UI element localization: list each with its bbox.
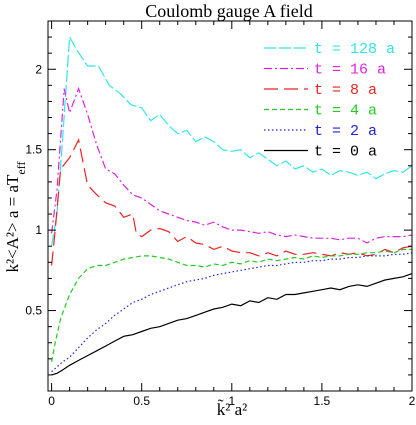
- y-tick-label: 0.5: [25, 304, 42, 318]
- svg-text:k²<A²> a = aTeff: k²<A²> a = aTeff: [3, 161, 28, 272]
- legend-label-4: t = 2 a: [314, 123, 377, 140]
- legend-label-1: t = 16 a: [314, 62, 386, 79]
- x-tick-label: 0.5: [133, 394, 150, 408]
- legend: t = 128 a t = 16 a t = 8 a t = 4 a t = 2 a t …: [264, 41, 395, 161]
- series-line-3: [51, 248, 412, 363]
- x-tick-label: 0: [48, 394, 55, 408]
- ticks-layer: 0 0.5 1 1.5 2 0.5 1 1.5 2: [25, 21, 416, 408]
- plot-frame: [47, 20, 413, 392]
- series-line-4: [51, 252, 413, 373]
- series-line-0: [51, 35, 413, 247]
- x-tick-label: 1.5: [314, 394, 331, 408]
- series-line-5: [51, 273, 413, 376]
- y-axis-label-subscript: eff: [14, 161, 28, 174]
- chart-title: Coulomb gauge A field: [145, 1, 312, 21]
- legend-label-2: t = 8 a: [314, 82, 377, 99]
- y-axis-label: k²<A²> a = aTeff: [3, 161, 28, 272]
- legend-label-5: t = 0 a: [314, 144, 377, 161]
- y-tick-label: 2: [35, 62, 42, 76]
- y-tick-label: 1: [35, 223, 42, 237]
- legend-label-3: t = 4 a: [314, 103, 377, 120]
- y-tick-label: 1.5: [25, 143, 42, 157]
- legend-label-0: t = 128 a: [314, 41, 395, 58]
- x-tick-label: 2: [409, 394, 416, 408]
- x-tick-label: 1: [228, 394, 235, 408]
- y-axis-label-main: k²<A²> a = aT: [3, 174, 22, 273]
- series-line-1: [51, 86, 413, 244]
- x-axis-label: k̃² a²: [217, 400, 248, 419]
- series-layer: [51, 35, 413, 376]
